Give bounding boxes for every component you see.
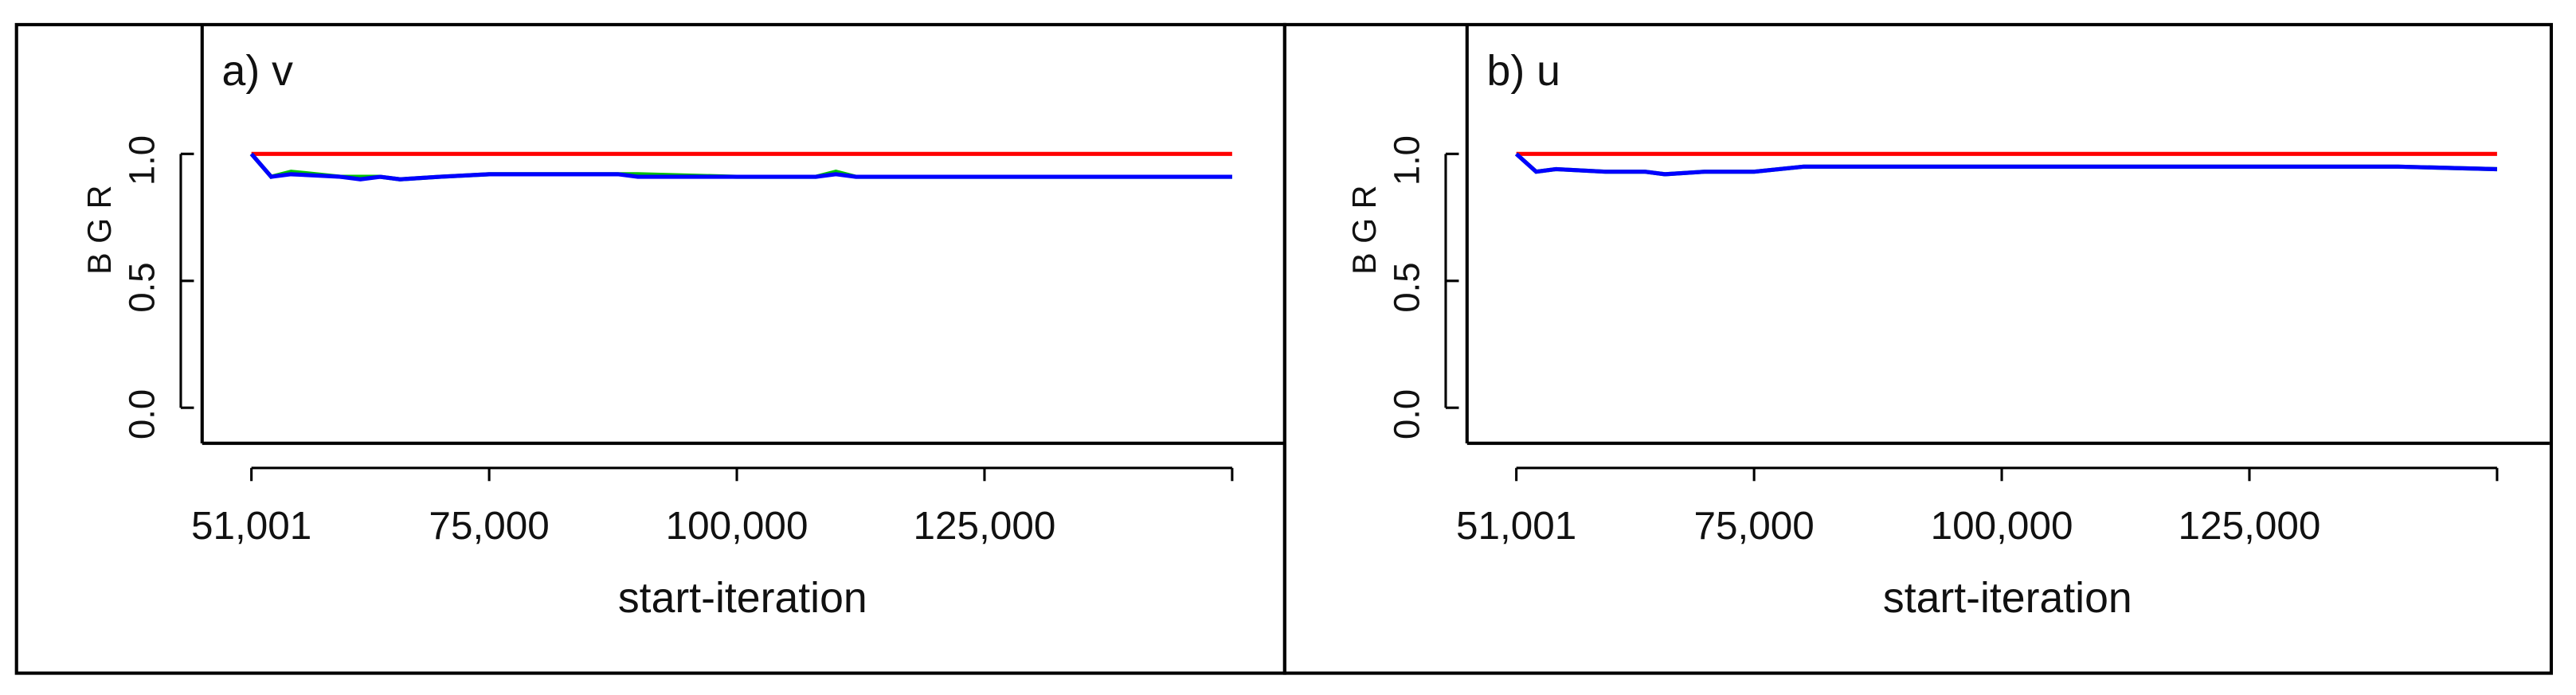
chart-title: a) v — [222, 47, 294, 95]
y-axis-label: B G R — [1346, 185, 1383, 275]
x-tick-label: 51,001 — [1456, 504, 1576, 548]
data-line — [249, 152, 1232, 182]
y-tick-label: 0.0 — [1387, 389, 1427, 439]
y-tick-label: 1.0 — [1387, 135, 1427, 185]
data-line — [1514, 152, 2497, 177]
chart-title: b) u — [1487, 47, 1560, 95]
y-tick-label: 0.5 — [122, 262, 162, 312]
panel-frame — [1282, 22, 2554, 675]
x-tick-label: 125,000 — [2179, 504, 2321, 548]
x-axis-label: start-iteration — [618, 574, 867, 622]
y-tick-label: 0.5 — [1387, 262, 1427, 312]
x-tick-label: 75,000 — [1693, 504, 1814, 548]
x-tick-label: 51,001 — [191, 504, 311, 548]
x-axis-label: start-iteration — [1883, 574, 2132, 622]
x-tick-label: 125,000 — [914, 504, 1056, 548]
x-tick-label: 100,000 — [1931, 504, 2073, 548]
x-tick-label: 100,000 — [666, 504, 808, 548]
y-axis-label: B G R — [81, 185, 118, 275]
y-tick-label: 1.0 — [122, 135, 162, 185]
data-line — [1514, 152, 2497, 177]
y-tick-label: 0.0 — [122, 389, 162, 439]
x-tick-label: 75,000 — [429, 504, 549, 548]
